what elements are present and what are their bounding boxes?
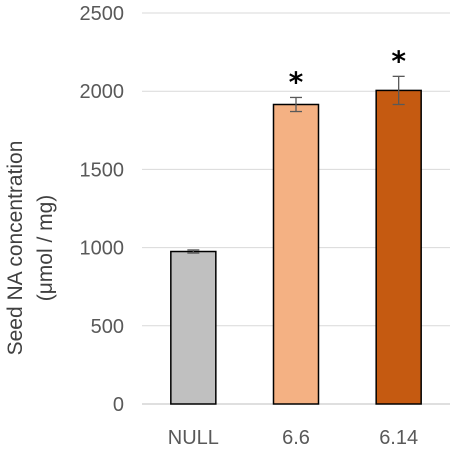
- y-axis-tick-labels: 0 500 1000 1500 2000 2500: [80, 3, 125, 416]
- y-tick-label-500: 500: [91, 316, 124, 338]
- y-tick-label-2500: 2500: [80, 3, 125, 25]
- error-bar-NULL: [187, 249, 200, 254]
- y-axis-title-line-1: Seed NA concentration: [4, 141, 27, 356]
- x-axis-tick-labels: NULL 6.6 6.14: [168, 427, 418, 449]
- error-bar-6.14: [392, 75, 405, 106]
- y-tick-label-1500: 1500: [80, 159, 125, 181]
- significance-marker-6.6: *: [289, 65, 304, 98]
- y-tick-label-0: 0: [113, 394, 124, 416]
- bar-6.6: [272, 103, 320, 405]
- bars: **: [170, 44, 422, 405]
- bar-NULL: [170, 250, 217, 405]
- y-tick-label-1000: 1000: [80, 238, 125, 260]
- x-tick-label-6.14: 6.14: [379, 427, 418, 449]
- bar-6.14: [375, 89, 422, 405]
- x-tick-label-6.6: 6.6: [282, 427, 310, 449]
- error-bar-6.6: [290, 96, 302, 113]
- x-tick-label-NULL: NULL: [168, 427, 219, 449]
- y-tick-label-2000: 2000: [80, 81, 125, 103]
- significance-marker-6.14: *: [391, 44, 406, 77]
- y-axis-title-line-2: (μmol / mg): [34, 195, 57, 302]
